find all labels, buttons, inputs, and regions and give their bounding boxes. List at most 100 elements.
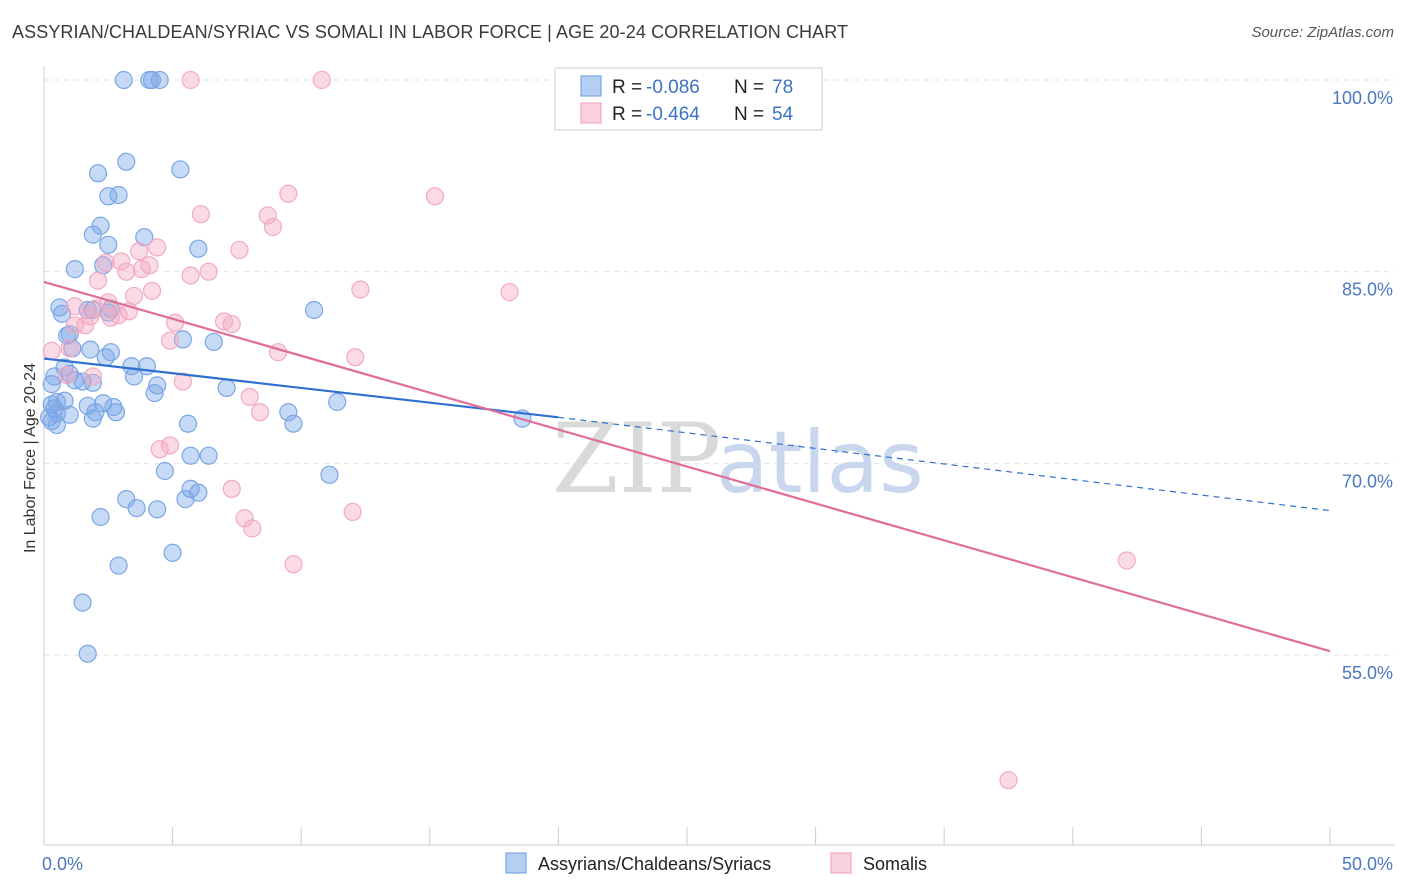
point-series-1-13 <box>117 262 136 281</box>
legend-n-value-somalis: 54 <box>772 104 794 125</box>
data-points <box>40 70 1136 790</box>
y-tick-label-2: 70.0% <box>1342 471 1393 491</box>
point-series-0-60 <box>83 409 102 428</box>
grid-lines <box>44 79 1395 656</box>
point-series-0-3 <box>142 70 162 90</box>
legend-top: R = -0.086 N = 78 R = -0.464 N = 54 <box>554 67 823 131</box>
trend-lines <box>43 280 1331 653</box>
point-series-1-5 <box>258 206 277 225</box>
legend-swatch-assyrians <box>580 75 602 97</box>
point-series-0-73 <box>148 500 167 519</box>
point-series-0-6 <box>88 164 108 183</box>
point-series-1-28 <box>101 308 120 327</box>
point-series-1-20 <box>142 281 162 300</box>
x-tick-label-1: 50.0% <box>1342 854 1393 874</box>
point-series-0-75 <box>163 543 182 562</box>
legend-n-label-somalis: N = <box>734 104 764 125</box>
bottom-legend-label-somalis: Somalis <box>863 854 927 874</box>
watermark-zip: ZIP <box>552 403 721 515</box>
point-series-1-43 <box>250 403 270 422</box>
legend-n-value-assyrians: 78 <box>772 77 793 98</box>
point-series-0-53 <box>279 403 298 422</box>
point-series-0-43 <box>145 383 164 403</box>
point-series-0-72 <box>127 498 146 518</box>
point-series-1-51 <box>1117 551 1136 570</box>
point-series-0-62 <box>284 414 303 433</box>
y-tick-label-0: 100.0% <box>1332 88 1393 108</box>
point-series-1-18 <box>351 280 370 299</box>
point-series-0-67 <box>320 465 339 484</box>
point-series-1-7 <box>148 238 167 257</box>
series-1-points <box>42 70 1136 790</box>
bottom-legend-label-assyrians: Assyrians/Chaldeans/Syriacs <box>538 854 771 874</box>
point-series-0-8 <box>99 187 118 206</box>
bottom-legend-swatch-assyrians <box>505 852 527 874</box>
point-series-1-48 <box>243 519 262 538</box>
point-series-0-42 <box>217 378 236 398</box>
legend-bottom: Assyrians/Chaldeans/Syriacs Somalis <box>505 852 927 874</box>
point-series-0-0 <box>114 70 133 90</box>
legend-n-label-assyrians: N = <box>734 77 764 98</box>
point-series-0-25 <box>173 330 192 349</box>
point-series-1-16 <box>181 266 200 285</box>
y-axis-label: In Labor Force | Age 20-24 <box>22 363 39 553</box>
point-series-1-41 <box>173 372 192 391</box>
watermark-atlas: atlas <box>716 413 924 513</box>
point-series-0-39 <box>83 373 102 392</box>
point-series-1-19 <box>500 283 519 302</box>
legend-r-label-somalis: R = <box>612 104 642 125</box>
point-series-0-59 <box>47 415 66 435</box>
point-series-0-52 <box>106 403 126 422</box>
axes <box>43 66 1395 846</box>
point-series-1-42 <box>240 387 259 406</box>
point-series-1-50 <box>284 555 303 574</box>
point-series-0-13 <box>189 239 208 258</box>
point-series-0-40 <box>42 375 61 394</box>
legend-r-value-somalis: -0.464 <box>646 104 700 125</box>
point-series-0-29 <box>101 343 120 362</box>
point-series-1-9 <box>130 242 149 261</box>
point-series-1-36 <box>42 341 61 360</box>
point-series-0-26 <box>204 332 223 352</box>
point-series-1-45 <box>150 440 169 459</box>
legend-swatch-somalis <box>580 102 602 124</box>
point-series-0-2 <box>150 70 169 90</box>
legend-r-value-assyrians: -0.086 <box>646 77 700 98</box>
chart-title: ASSYRIAN/CHALDEAN/SYRIAC VS SOMALI IN LA… <box>12 22 849 42</box>
point-series-0-30 <box>96 348 115 367</box>
point-series-1-44 <box>160 436 180 455</box>
point-series-0-65 <box>199 446 218 465</box>
tick-labels: 100.0% 85.0% 70.0% 55.0% 0.0% 50.0% <box>42 88 1393 874</box>
point-series-1-8 <box>230 240 249 260</box>
point-series-1-1 <box>312 70 331 90</box>
trend-line-dashed-series-0 <box>558 416 1331 512</box>
point-series-1-17 <box>88 271 108 290</box>
point-series-1-4 <box>191 205 210 224</box>
trend-line-series-0 <box>43 357 559 419</box>
point-series-0-71 <box>117 490 136 509</box>
point-series-0-74 <box>91 507 110 527</box>
point-series-1-15 <box>199 262 218 281</box>
point-series-0-11 <box>135 228 154 247</box>
point-series-1-14 <box>132 260 151 279</box>
point-series-1-46 <box>222 479 241 498</box>
point-series-1-23 <box>65 297 84 316</box>
point-series-0-14 <box>65 260 84 279</box>
y-tick-label-3: 55.0% <box>1342 663 1393 683</box>
point-series-1-6 <box>263 217 283 237</box>
point-series-0-78 <box>78 644 97 663</box>
point-series-1-35 <box>60 339 79 358</box>
point-series-0-10 <box>83 225 102 244</box>
point-series-1-10 <box>96 253 115 272</box>
point-series-1-33 <box>76 316 95 335</box>
point-series-0-12 <box>99 235 118 254</box>
y-tick-label-1: 85.0% <box>1342 280 1393 300</box>
point-series-1-38 <box>346 348 365 367</box>
legend-r-label-assyrians: R = <box>612 77 642 98</box>
point-series-1-49 <box>343 502 362 521</box>
x-tick-label-0: 0.0% <box>42 854 83 874</box>
point-series-1-37 <box>268 343 288 362</box>
point-series-1-21 <box>124 286 144 306</box>
point-series-1-27 <box>81 307 100 326</box>
